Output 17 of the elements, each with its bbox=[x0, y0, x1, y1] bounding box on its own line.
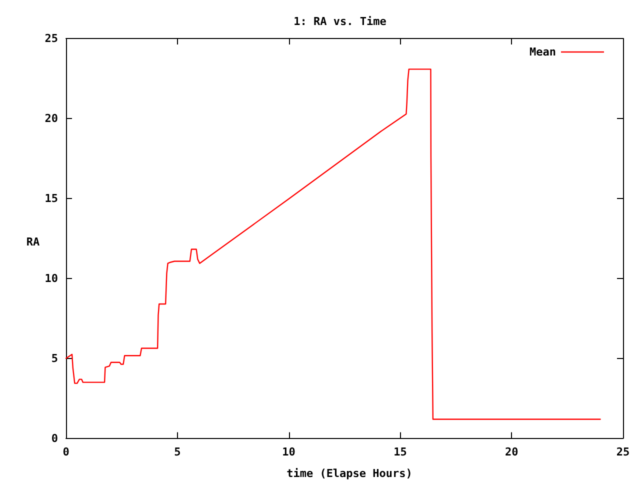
y-axis-title: RA bbox=[26, 235, 40, 248]
y-tick-label: 10 bbox=[44, 272, 58, 285]
x-tick-label: 10 bbox=[282, 445, 296, 458]
x-tick-label: 0 bbox=[62, 445, 70, 458]
x-axis-title: time (Elapse Hours) bbox=[286, 467, 412, 480]
x-tick-label: 5 bbox=[174, 445, 181, 458]
legend-label: Mean bbox=[530, 46, 556, 58]
y-tick-label: 5 bbox=[51, 352, 58, 365]
chart-title: 1: RA vs. Time bbox=[294, 15, 387, 28]
x-tick-label: 15 bbox=[394, 445, 407, 458]
x-tick-label: 25 bbox=[616, 445, 630, 458]
y-tick-label: 25 bbox=[44, 32, 58, 45]
y-tick-label: 20 bbox=[44, 112, 58, 125]
line-series bbox=[65, 68, 601, 420]
x-tick-label: 20 bbox=[504, 445, 518, 458]
y-tick-label: 0 bbox=[51, 432, 58, 445]
y-tick-label: 15 bbox=[44, 192, 58, 205]
